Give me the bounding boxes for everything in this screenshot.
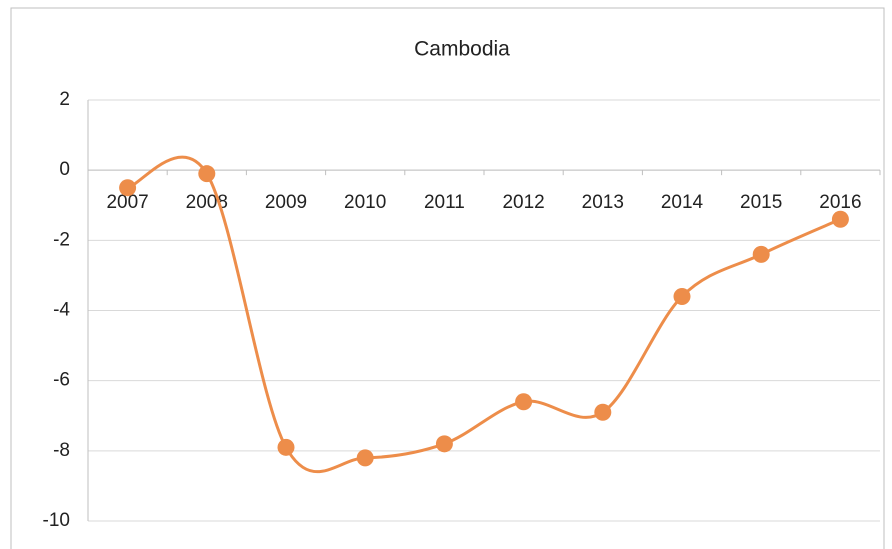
marker <box>278 439 295 456</box>
marker <box>832 211 849 228</box>
x-tick-label: 2012 <box>502 192 544 213</box>
x-tick-label: 2014 <box>661 192 704 213</box>
y-tick-label: -6 <box>53 370 70 391</box>
x-tick-label: 2010 <box>344 192 386 213</box>
marker <box>198 165 215 182</box>
marker <box>515 393 532 410</box>
x-tick-label: 2013 <box>582 192 624 213</box>
line <box>128 157 841 472</box>
marker <box>119 179 136 196</box>
y-tick-label: -4 <box>53 300 70 321</box>
marker <box>436 435 453 452</box>
chart-border <box>11 8 884 549</box>
marker <box>594 404 611 421</box>
x-tick-label: 2011 <box>424 192 465 213</box>
y-tick-label: 0 <box>59 159 70 180</box>
marker <box>674 288 691 305</box>
y-tick-label: 2 <box>59 89 70 110</box>
x-tick-label: 2015 <box>740 192 782 213</box>
x-tick-label: 2009 <box>265 192 307 213</box>
y-tick-label: -8 <box>53 440 70 461</box>
chart: Cambodia -10-8-6-4-202200720082009201020… <box>0 0 892 549</box>
marker <box>357 449 374 466</box>
chart-title: Cambodia <box>414 38 510 61</box>
x-tick-label: 2016 <box>819 192 861 213</box>
y-tick-label: -2 <box>53 229 70 250</box>
marker <box>753 246 770 263</box>
y-tick-label: -10 <box>43 510 70 531</box>
